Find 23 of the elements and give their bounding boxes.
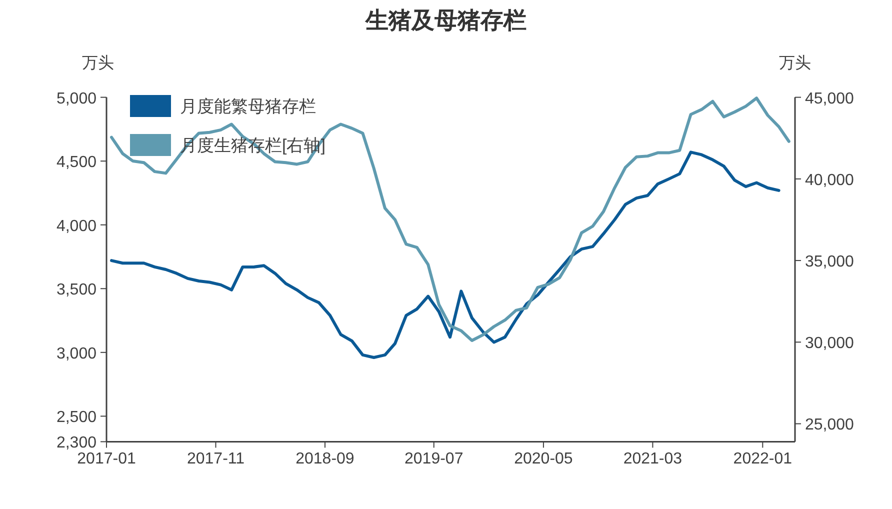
y2-tick: 45,000 [805, 90, 854, 108]
x-tick: 2017-01 [77, 450, 136, 468]
y2-tick: 25,000 [805, 416, 854, 434]
y2-tick: 35,000 [805, 254, 854, 271]
x-tick: 2022-01 [733, 450, 792, 468]
legend-text: 月度能繁母猪存栏 [180, 97, 316, 116]
x-tick: 2017-11 [186, 450, 244, 468]
y-tick: 4,500 [56, 154, 96, 172]
y2label: 万头 [779, 55, 811, 72]
ylabel: 万头 [82, 55, 114, 72]
y-tick: 3,500 [56, 282, 96, 299]
y2-tick: 40,000 [805, 172, 854, 189]
y-tick: 5,000 [56, 90, 96, 108]
title: 生猪及母猪存栏 [366, 7, 526, 33]
x-tick: 2021-03 [623, 450, 682, 468]
x-tick: 2020-05 [514, 450, 573, 468]
y-tick: 3,000 [56, 345, 96, 362]
y2-tick: 30,000 [805, 335, 854, 352]
y-tick: 2,500 [56, 409, 96, 426]
x-tick: 2018-09 [296, 450, 354, 468]
x-tick: 2019-07 [404, 450, 464, 468]
y-tick: 2,300 [56, 434, 96, 452]
y-tick: 4,000 [56, 218, 96, 235]
